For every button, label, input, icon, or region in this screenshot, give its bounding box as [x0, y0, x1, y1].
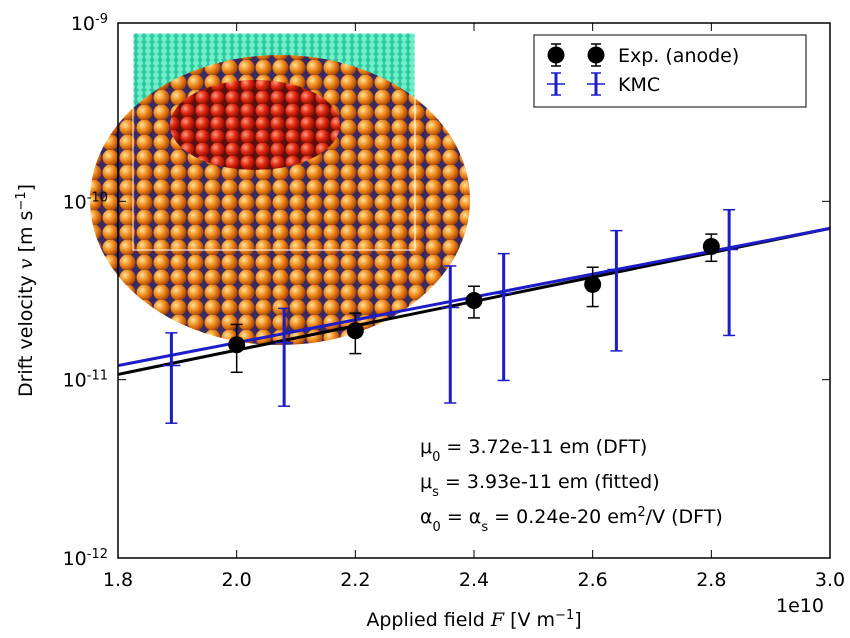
text-run: [V m [504, 609, 555, 631]
text-run: = 3.93e-11 em (fitted) [439, 471, 660, 493]
y-tick-exponent: -11 [87, 368, 108, 383]
plot-layer: 1.8 2.0 2.2 2.4 2.6 2.8 3.010-1210-1110-1010-9… [14, 12, 846, 632]
legend-marker [587, 46, 605, 64]
legend-label: KMC [618, 74, 660, 96]
inset-image [90, 32, 470, 345]
text-run: 2 [637, 505, 645, 520]
text-run: μ [420, 436, 432, 458]
text-run: s [481, 520, 488, 535]
point [465, 291, 483, 309]
y-tick-label: 10-12 [63, 547, 108, 571]
legend-marker [547, 46, 565, 64]
text-run: ] [15, 184, 37, 191]
legend-label: Exp. (anode) [618, 45, 739, 67]
x-tick-label: 3.0 [815, 569, 845, 591]
x-tick-label: 2.2 [340, 569, 370, 591]
text-run: = 0.24e-20 em [488, 506, 637, 528]
text-run: −1 [14, 191, 29, 210]
x-tick-label: 2.8 [696, 569, 726, 591]
point [346, 322, 364, 340]
x-offset-label: 1e10 [776, 595, 824, 617]
text-run: v [15, 258, 37, 269]
text-run: /V (DFT) [646, 506, 723, 528]
y-tick-exponent: -12 [87, 547, 108, 562]
point [702, 238, 720, 256]
annotation: μ0 = 3.72e-11 em (DFT) [420, 436, 647, 465]
text-run: F [490, 609, 505, 631]
annotation: μs = 3.93e-11 em (fitted) [420, 471, 660, 500]
text-run: Applied field [366, 609, 491, 631]
point [584, 275, 602, 293]
x-tick-label: 2.6 [578, 569, 608, 591]
point [228, 336, 246, 354]
x-axis-label: Applied field F [V m−1] [366, 608, 581, 632]
y-tick-label: 10-10 [63, 190, 108, 214]
y-tick-exponent: -10 [87, 190, 108, 205]
text-run: −1 [555, 608, 574, 623]
y-tick-base: 10 [71, 13, 95, 35]
text-run: α [420, 506, 433, 528]
y-tick-base: 10 [63, 548, 87, 570]
text-run: ] [574, 609, 581, 631]
y-axis-label: Drift velocity v [m s−1] [14, 184, 38, 397]
x-tick-label: 1.8 [103, 569, 133, 591]
text-run: s [432, 485, 439, 500]
x-tick-label: 2.4 [459, 569, 489, 591]
x-tick-label: 2.0 [222, 569, 252, 591]
text-run: Drift velocity [15, 269, 37, 397]
text-run: 0 [432, 450, 440, 465]
axes-frame [117, 22, 831, 559]
text-run: 0 [433, 520, 441, 535]
y-tick-label: 10-9 [71, 12, 108, 36]
y-tick-base: 10 [63, 370, 87, 392]
text-run: [m s [15, 211, 37, 259]
legend-box [533, 34, 807, 108]
annotation: α0 = αs = 0.24e-20 em2/V (DFT) [420, 505, 723, 535]
text-run: = α [441, 506, 482, 528]
y-tick-base: 10 [63, 191, 87, 213]
text-run: = 3.72e-11 em (DFT) [440, 436, 647, 458]
text-run: μ [420, 471, 432, 493]
y-tick-label: 10-11 [63, 368, 108, 392]
y-tick-exponent: -9 [95, 12, 108, 27]
